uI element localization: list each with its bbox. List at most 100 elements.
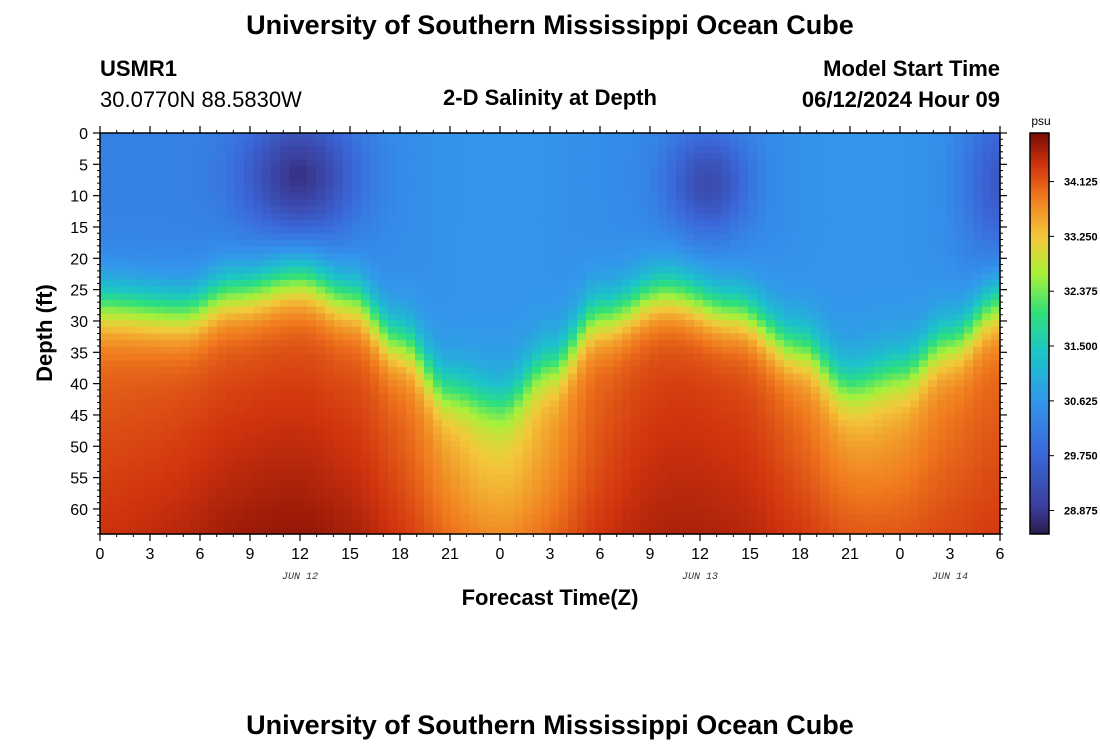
heatmap-cell <box>127 293 137 301</box>
heatmap-cell <box>163 280 173 288</box>
heatmap-cell <box>658 153 668 161</box>
heatmap-cell <box>478 393 488 401</box>
heatmap-cell <box>955 453 965 462</box>
heatmap-cell <box>145 366 155 375</box>
heatmap-cell <box>316 320 326 328</box>
heatmap-cell <box>973 146 983 154</box>
heatmap-cell <box>244 313 254 321</box>
heatmap-cell <box>325 453 335 462</box>
heatmap-cell <box>901 306 911 315</box>
heatmap-cell <box>919 353 929 361</box>
heatmap-cell <box>424 300 434 308</box>
heatmap-cell <box>334 420 344 428</box>
heatmap-cell <box>127 366 137 375</box>
heatmap-cell <box>604 219 614 228</box>
heatmap-cell <box>388 199 398 208</box>
heatmap-cell <box>514 360 524 368</box>
heatmap-cell <box>847 253 857 261</box>
heatmap-cell <box>505 233 515 241</box>
heatmap-cell <box>244 286 254 294</box>
heatmap-cell <box>334 380 344 388</box>
heatmap-cell <box>235 373 245 381</box>
heatmap-cell <box>496 153 506 161</box>
heatmap-cell <box>532 273 542 281</box>
heatmap-cell <box>127 393 137 401</box>
heatmap-cell <box>487 273 497 281</box>
heatmap-cell <box>442 153 452 161</box>
heatmap-cell <box>172 266 182 274</box>
heatmap-cell <box>154 386 164 395</box>
heatmap-cell <box>514 340 524 348</box>
heatmap-cell <box>622 380 632 388</box>
heatmap-cell <box>334 213 344 221</box>
heatmap-cell <box>730 433 740 442</box>
heatmap-cell <box>478 146 488 154</box>
heatmap-cell <box>658 447 668 455</box>
heatmap-cell <box>370 219 380 228</box>
heatmap-cell <box>757 146 767 154</box>
heatmap-cell <box>235 393 245 401</box>
heatmap-cell <box>136 139 146 147</box>
heatmap-cell <box>127 219 137 228</box>
heatmap-cell <box>748 199 758 208</box>
heatmap-cell <box>190 460 200 468</box>
heatmap-cell <box>496 179 506 188</box>
heatmap-cell <box>352 286 362 294</box>
heatmap-cell <box>271 366 281 375</box>
heatmap-cell <box>469 253 479 261</box>
heatmap-cell <box>865 153 875 161</box>
heatmap-cell <box>136 226 146 234</box>
heatmap-cell <box>811 400 821 408</box>
heatmap-cell <box>847 206 857 214</box>
heatmap-cell <box>451 173 461 181</box>
heatmap-cell <box>451 159 461 168</box>
heatmap-cell <box>244 333 254 341</box>
heatmap-cell <box>487 453 497 462</box>
heatmap-cell <box>874 246 884 254</box>
heatmap-cell <box>928 193 938 201</box>
heatmap-cell <box>361 460 371 468</box>
heatmap-cell <box>469 453 479 462</box>
heatmap-cell <box>820 166 830 174</box>
heatmap-cell <box>298 313 308 321</box>
heatmap-cell <box>982 273 992 281</box>
heatmap-cell <box>361 233 371 241</box>
heatmap-cell <box>190 259 200 268</box>
heatmap-cell <box>928 273 938 281</box>
heatmap-cell <box>694 286 704 294</box>
heatmap-cell <box>145 300 155 308</box>
heatmap-cell <box>928 213 938 221</box>
heatmap-cell <box>118 447 128 455</box>
heatmap-cell <box>919 286 929 294</box>
heatmap-cell <box>685 259 695 268</box>
heatmap-cell <box>280 226 290 234</box>
heatmap-cell <box>199 226 209 234</box>
heatmap-cell <box>811 273 821 281</box>
heatmap-cell <box>352 413 362 421</box>
heatmap-cell <box>244 199 254 208</box>
heatmap-cell <box>325 366 335 375</box>
heatmap-cell <box>307 420 317 428</box>
heatmap-cell <box>685 266 695 274</box>
heatmap-cell <box>703 173 713 181</box>
heatmap-cell <box>892 420 902 428</box>
heatmap-cell <box>280 286 290 294</box>
heatmap-cell <box>730 206 740 214</box>
heatmap-cell <box>352 300 362 308</box>
heatmap-cell <box>694 440 704 448</box>
heatmap-cell <box>739 213 749 221</box>
heatmap-cell <box>559 139 569 147</box>
heatmap-cell <box>721 447 731 455</box>
heatmap-cell <box>325 206 335 214</box>
heatmap-cell <box>919 373 929 381</box>
heatmap-cell <box>226 139 236 147</box>
heatmap-cell <box>622 393 632 401</box>
heatmap-cell <box>415 360 425 368</box>
heatmap-cell <box>532 133 542 141</box>
heatmap-cell <box>550 340 560 348</box>
heatmap-cell <box>307 259 317 268</box>
heatmap-cell <box>892 306 902 315</box>
heatmap-cell <box>217 420 227 428</box>
heatmap-cell <box>820 193 830 201</box>
heatmap-cell <box>469 447 479 455</box>
